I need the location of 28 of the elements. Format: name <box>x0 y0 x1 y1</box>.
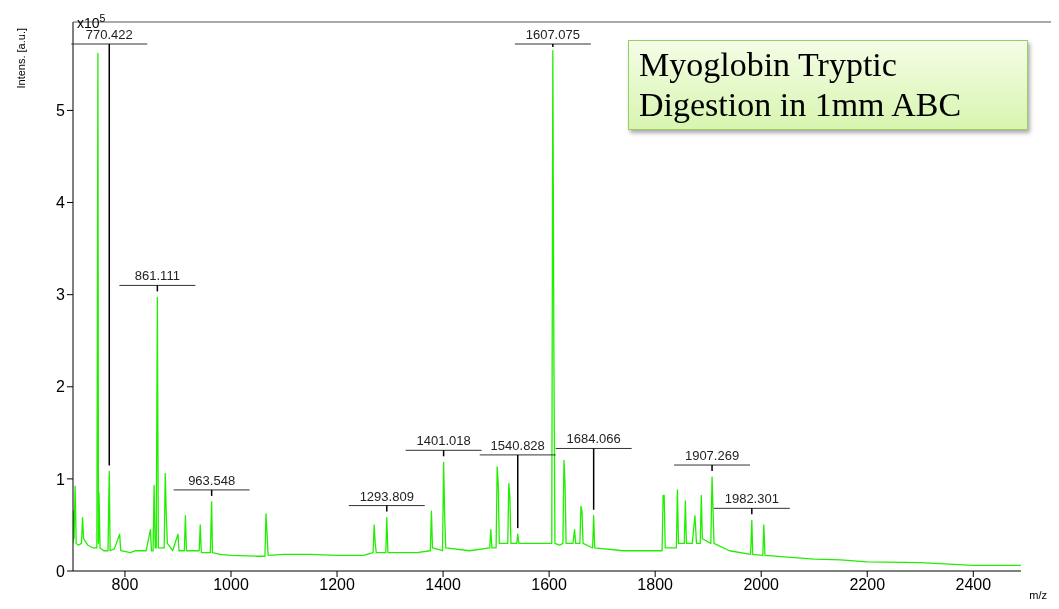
y-tick-label: 5 <box>56 102 66 120</box>
annotation: 1607.075 <box>525 27 580 42</box>
y-tick-label: 3 <box>56 286 66 304</box>
text: Myoglobin Tryptic Digestion in 1mm ABC <box>628 40 1028 130</box>
y-axis-title: Intens. [a.u.] <box>15 28 27 89</box>
y-tick-label: 2 <box>56 378 66 396</box>
y-tick-label: 4 <box>56 194 66 212</box>
x-tick-label: 1000 <box>213 576 249 594</box>
y-tick-label: 1 <box>56 470 66 488</box>
x-tick-label: 1600 <box>531 576 568 594</box>
annotation: 1907.269 <box>684 448 740 464</box>
x-tick-label: 2000 <box>743 576 780 594</box>
line-series <box>73 49 1021 567</box>
annotation: 1293.809 <box>359 488 414 504</box>
x-tick-label: 2200 <box>849 576 886 594</box>
annotation: 1401.018 <box>416 433 471 449</box>
x-tick-label: 1800 <box>637 576 674 594</box>
x-tick-label: 800 <box>111 576 139 594</box>
x-tick-label: 1400 <box>425 576 461 594</box>
annotation: 861.111 <box>134 268 180 284</box>
y-tick-label: 0 <box>56 562 66 580</box>
annotation: 963.548 <box>188 472 236 488</box>
x-tick-label: 2400 <box>955 576 992 594</box>
x-tick-label: 1200 <box>319 576 355 594</box>
annotation: 1684.066 <box>566 431 621 447</box>
annotation: 1540.828 <box>490 437 545 453</box>
annotation: 1982.301 <box>724 491 779 507</box>
x-axis-title: m/z <box>1029 589 1047 601</box>
